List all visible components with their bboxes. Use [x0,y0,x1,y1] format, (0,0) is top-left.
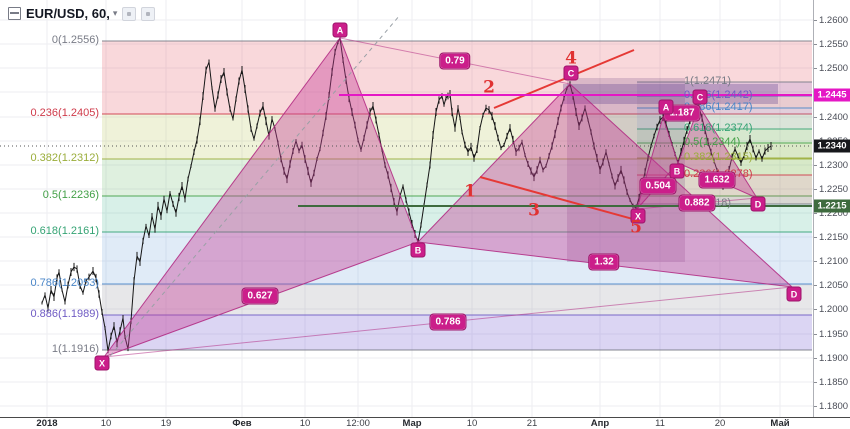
price-tick-label: 1.1850 [813,377,849,388]
time-tick-label: 21 [526,418,538,429]
legend-quick-button-2[interactable] [141,6,156,21]
price-tick-label: 1.2050 [813,280,849,291]
price-tick-label: 1.2600 [813,15,849,26]
price-axis[interactable]: 1.26001.25501.25001.24501.24001.23501.23… [813,0,850,417]
time-tick-label: Май [770,418,790,429]
layout-icon[interactable] [8,7,21,20]
price-axis-chip: 1.2445 [814,88,850,102]
time-tick-label: 20 [714,418,726,429]
chevron-down-icon[interactable]: ▾ [112,8,118,18]
price-axis-chip: 1.2340 [814,139,850,153]
time-tick-label: Фев [232,418,252,429]
price-tick-label: 1.2000 [813,304,849,315]
price-tick-label: 1.2150 [813,232,849,243]
symbol-title[interactable]: EUR/USD, 60, [26,6,110,21]
fib-main-band [102,315,812,350]
price-tick-label: 1.2550 [813,39,849,50]
time-tick-label: 19 [160,418,172,429]
fib-small-band [637,82,812,96]
time-tick-label: 10 [299,418,311,429]
price-tick-label: 1.1950 [813,329,849,340]
time-axis[interactable]: 2018 10 19 Фев 10 12:00 Мар 10 21 Апр 11 20 Май [0,417,850,429]
price-tick-label: 1.1900 [813,353,849,364]
fib-main-band [102,159,812,196]
time-tick-label: 11 [655,418,665,429]
price-tick-label: 1.2100 [813,256,849,267]
price-tick-label: 1.2250 [813,184,849,195]
chart-pane[interactable]: 0(1.2556) 0.236(1.2405) 0.382(1.2312) 0.5(1… [0,0,813,417]
trend-line[interactable] [479,176,641,222]
time-tick-label: Апр [590,418,610,429]
trend-line[interactable] [99,14,401,369]
chart-canvas[interactable] [0,0,813,417]
price-axis-chip: 1.2215 [814,199,850,213]
chart-legend: EUR/USD, 60, ▾ [8,6,156,21]
fib-small-band [637,129,812,143]
price-tick-label: 1.2300 [813,160,849,171]
time-tick-label: 2018 [36,418,58,429]
time-tick-label: 10 [100,418,112,429]
price-tick-label: 1.1800 [813,401,849,412]
fib-main-band [102,284,812,315]
time-tick-label: 12:00 [346,418,370,429]
price-tick-label: 1.2400 [813,112,849,123]
price-tick-label: 1.2500 [813,63,849,74]
time-tick-label: Мар [402,418,422,429]
legend-quick-button-1[interactable] [122,6,137,21]
time-tick-label: 10 [466,418,478,429]
price-tick-label: 1.2200 [813,208,849,219]
